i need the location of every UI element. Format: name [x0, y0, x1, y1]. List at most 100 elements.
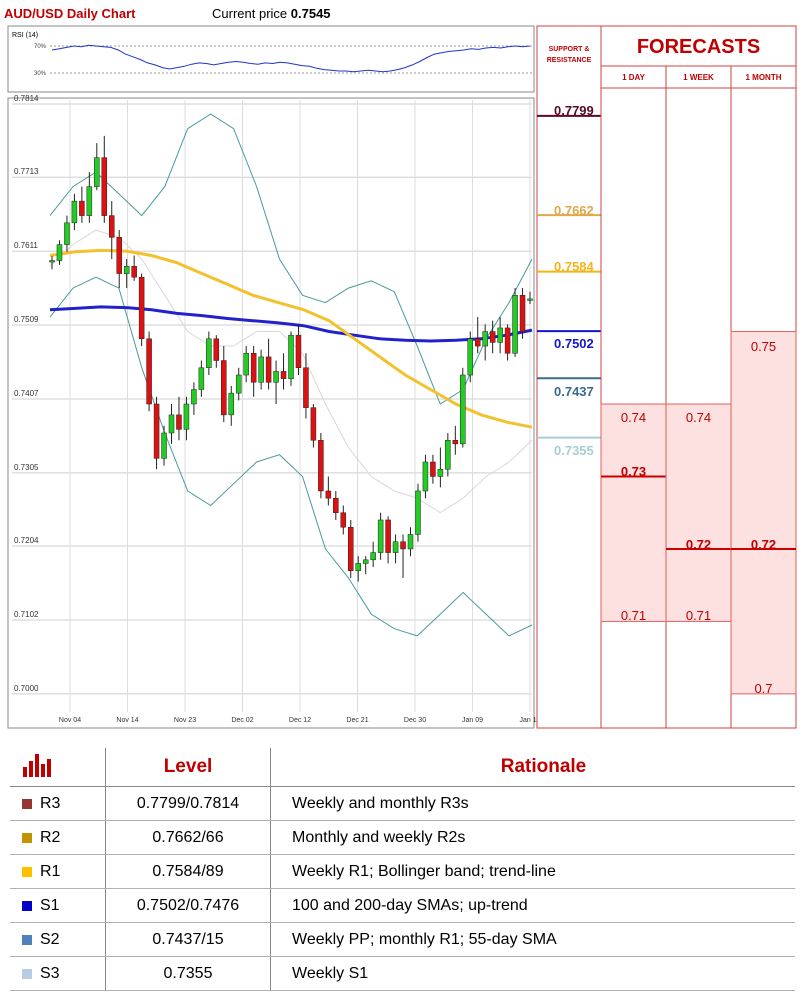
y-tick-label: 0.7305 [14, 463, 39, 472]
candle-bearish [176, 414, 182, 430]
y-tick-label: 0.7204 [14, 536, 39, 545]
rsi-line [51, 44, 531, 73]
table-row: R3 0.7799/0.7814 Weekly and monthly R3s [10, 786, 795, 821]
y-tick-label: 0.7102 [14, 610, 39, 619]
sr-level-0762: 0.7662 [554, 203, 594, 218]
sr-level-0743: 0.7437 [554, 384, 594, 399]
fc-day-mid: 0.73 [620, 464, 647, 479]
candle-bearish [280, 371, 287, 379]
col-head-1-week: 1 WEEK [683, 73, 714, 82]
row-code: R3 [10, 786, 106, 821]
candle-bearish [474, 338, 481, 347]
forecast-ranges [600, 331, 797, 695]
row-level: 0.7584/89 [105, 854, 271, 889]
candle-bullish [228, 392, 234, 416]
candle-bearish [250, 353, 257, 383]
row-code-label: S1 [40, 896, 60, 914]
sr-level-0735: 0.7355 [554, 443, 594, 458]
x-tick-label: Dec 12 [289, 717, 311, 724]
y-tick-label: 0.7611 [14, 241, 38, 250]
row-code: R1 [10, 854, 106, 889]
x-tick-label: Nov 04 [59, 717, 81, 724]
candle-bullish [288, 334, 294, 379]
current-price-label: Current price [212, 6, 288, 21]
row-level: 0.7355 [105, 956, 271, 991]
row-level: 0.7662/66 [105, 820, 271, 855]
rsi-level-30: 30% [34, 71, 47, 77]
sr-level-0799: 0.7799 [554, 103, 594, 118]
table-row: S3 0.7355 Weekly S1 [10, 956, 795, 991]
row-rationale: Weekly PP; monthly R1; 55-day SMA [270, 922, 795, 957]
x-tick-label: Dec 02 [231, 717, 253, 724]
row-code-label: R2 [40, 828, 61, 846]
sma-100-line [49, 305, 533, 343]
candle-bullish [370, 552, 376, 561]
candle-bullish [407, 534, 414, 550]
candle-bullish [377, 519, 384, 553]
bollinger-upper-line [49, 113, 533, 405]
row-level: 0.7799/0.7814 [105, 786, 271, 821]
rationale-table: Level Rationale R3 0.7799/0.7814 Weekly … [10, 748, 795, 991]
fc-day-high: 0.74 [620, 410, 647, 425]
chart-title: AUD/USD Daily Chart [4, 6, 136, 21]
current-price-value: 0.7545 [290, 6, 331, 21]
col-head-1-month: 1 MONTH [745, 73, 782, 82]
candle-bearish [146, 338, 152, 405]
candles [49, 135, 533, 582]
candle-bearish [153, 403, 160, 459]
candle-bullish [235, 374, 242, 394]
candle-bearish [265, 356, 272, 383]
row-code: S2 [10, 922, 106, 957]
candle-bearish [333, 497, 339, 513]
candle-bearish [348, 526, 354, 571]
candle-bearish [385, 519, 391, 553]
y-tick-label: 0.7814 [14, 94, 39, 103]
candle-bearish [519, 295, 526, 332]
color-swatch [22, 866, 32, 877]
row-code: S3 [10, 956, 106, 991]
candle-bullish [258, 356, 264, 383]
fc-day-low: 0.71 [620, 608, 647, 623]
candle-bullish [362, 559, 369, 564]
forecast-1-week-band [665, 403, 732, 622]
col-head-1-day: 1 DAY [622, 73, 645, 82]
candle-bullish [86, 186, 93, 216]
candle-bearish [221, 360, 227, 416]
fc-month-high: 0.75 [750, 339, 777, 354]
row-code-label: S3 [40, 964, 60, 982]
candle-bullish [482, 331, 488, 347]
candle-bullish [512, 295, 518, 354]
sr-level-0758: 0.7584 [554, 259, 594, 274]
chart-area: RSI (14) 70% 30% 0.78140.77130.76110.750… [7, 25, 797, 729]
row-rationale: 100 and 200-day SMAs; up-trend [270, 888, 795, 923]
row-code: S1 [10, 888, 106, 923]
fc-month-low: 0.7 [754, 681, 773, 696]
table-row: R1 0.7584/89 Weekly R1; Bollinger band; … [10, 854, 795, 889]
candle-bearish [116, 237, 122, 274]
color-swatch [22, 968, 32, 979]
candle-bullish [161, 432, 167, 459]
x-tick-label: Jan 18 [519, 717, 540, 724]
fc-week-high: 0.74 [685, 410, 712, 425]
candle-bullish [527, 298, 533, 301]
fc-week-low: 0.71 [685, 608, 712, 623]
current-price: Current price 0.7545 [212, 6, 331, 21]
row-code-label: S2 [40, 930, 60, 948]
candle-bullish [168, 414, 175, 434]
level-header: Level [105, 748, 271, 787]
y-tick-label: 0.7407 [14, 389, 39, 398]
color-swatch [22, 832, 32, 843]
candle-bullish [94, 157, 100, 187]
candle-bearish [295, 334, 302, 369]
x-tick-label: Nov 23 [174, 717, 196, 724]
sma-200-line [49, 248, 533, 429]
candle-bullish [497, 327, 503, 343]
fc-week-mid: 0.72 [685, 537, 712, 552]
candle-bearish [109, 215, 115, 238]
candle-bullish [445, 439, 451, 470]
table-header-row: Level Rationale [10, 748, 795, 787]
price-panel [7, 97, 535, 729]
forecasts-title: FORECASTS [636, 36, 761, 58]
color-swatch [22, 798, 32, 809]
candle-bearish [452, 439, 459, 445]
